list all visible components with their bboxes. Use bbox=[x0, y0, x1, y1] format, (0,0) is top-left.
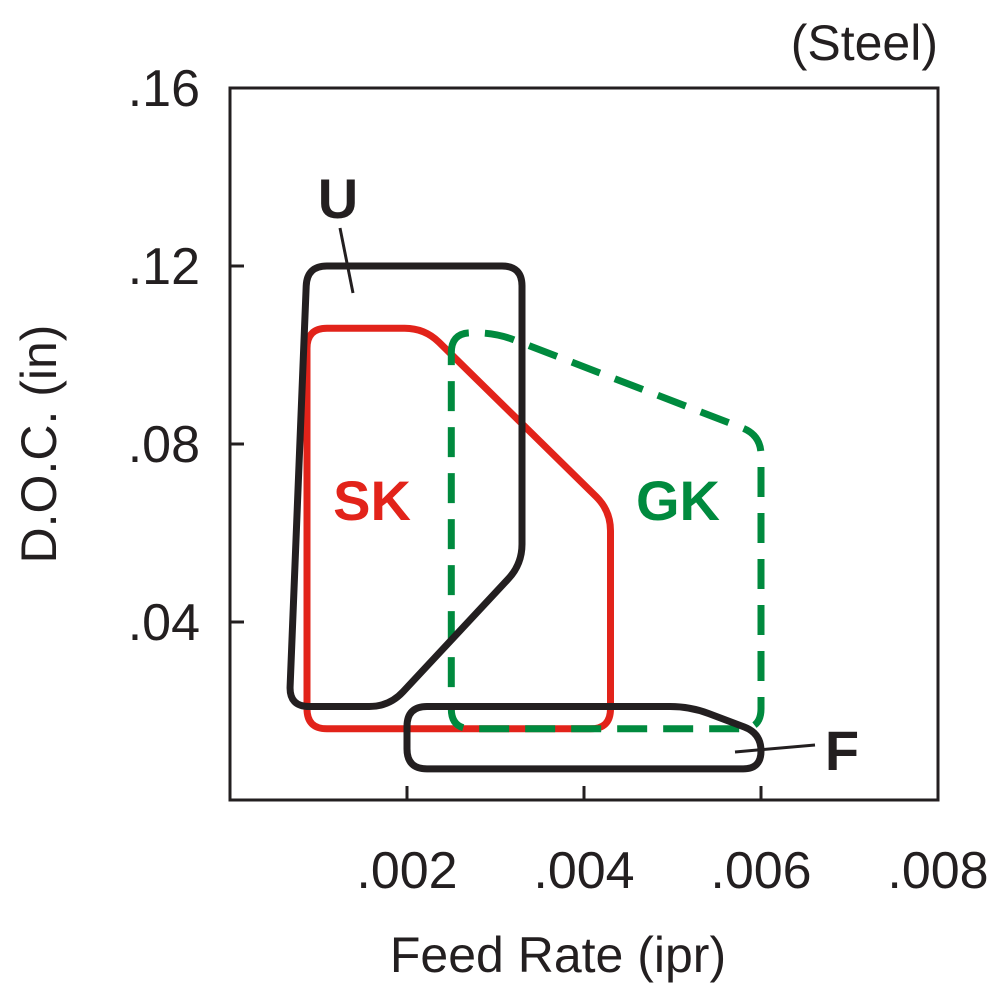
y-axis-title: D.O.C. (in) bbox=[11, 325, 67, 564]
x-tick-label: .006 bbox=[710, 842, 811, 900]
y-axis-ticks: .04 .08 .12 .16 bbox=[128, 60, 244, 652]
x-tick-label: .002 bbox=[356, 842, 457, 900]
leader-line-f bbox=[734, 743, 816, 754]
region-f bbox=[403, 703, 765, 773]
region-u bbox=[286, 262, 526, 710]
x-axis-title: Feed Rate (ipr) bbox=[390, 927, 726, 983]
region-labels: U SK GK F bbox=[318, 167, 859, 782]
y-tick-label: .16 bbox=[128, 60, 200, 118]
y-tick-label: .08 bbox=[128, 416, 200, 474]
label-leaders bbox=[338, 227, 816, 754]
x-axis-ticks: .002 .004 .006 .008 bbox=[356, 786, 989, 900]
regions bbox=[286, 262, 765, 773]
x-tick-label: .008 bbox=[887, 842, 988, 900]
chart-title: (Steel) bbox=[791, 15, 938, 71]
region-label-u: U bbox=[318, 167, 358, 230]
x-tick-label: .004 bbox=[533, 842, 634, 900]
region-label-sk: SK bbox=[333, 469, 411, 532]
region-label-f: F bbox=[825, 719, 859, 782]
region-gk bbox=[447, 329, 765, 733]
y-tick-label: .12 bbox=[128, 238, 200, 296]
region-label-gk: GK bbox=[636, 469, 720, 532]
leader-line-u bbox=[338, 227, 355, 294]
region-sk bbox=[303, 324, 614, 733]
y-tick-label: .04 bbox=[128, 594, 200, 652]
